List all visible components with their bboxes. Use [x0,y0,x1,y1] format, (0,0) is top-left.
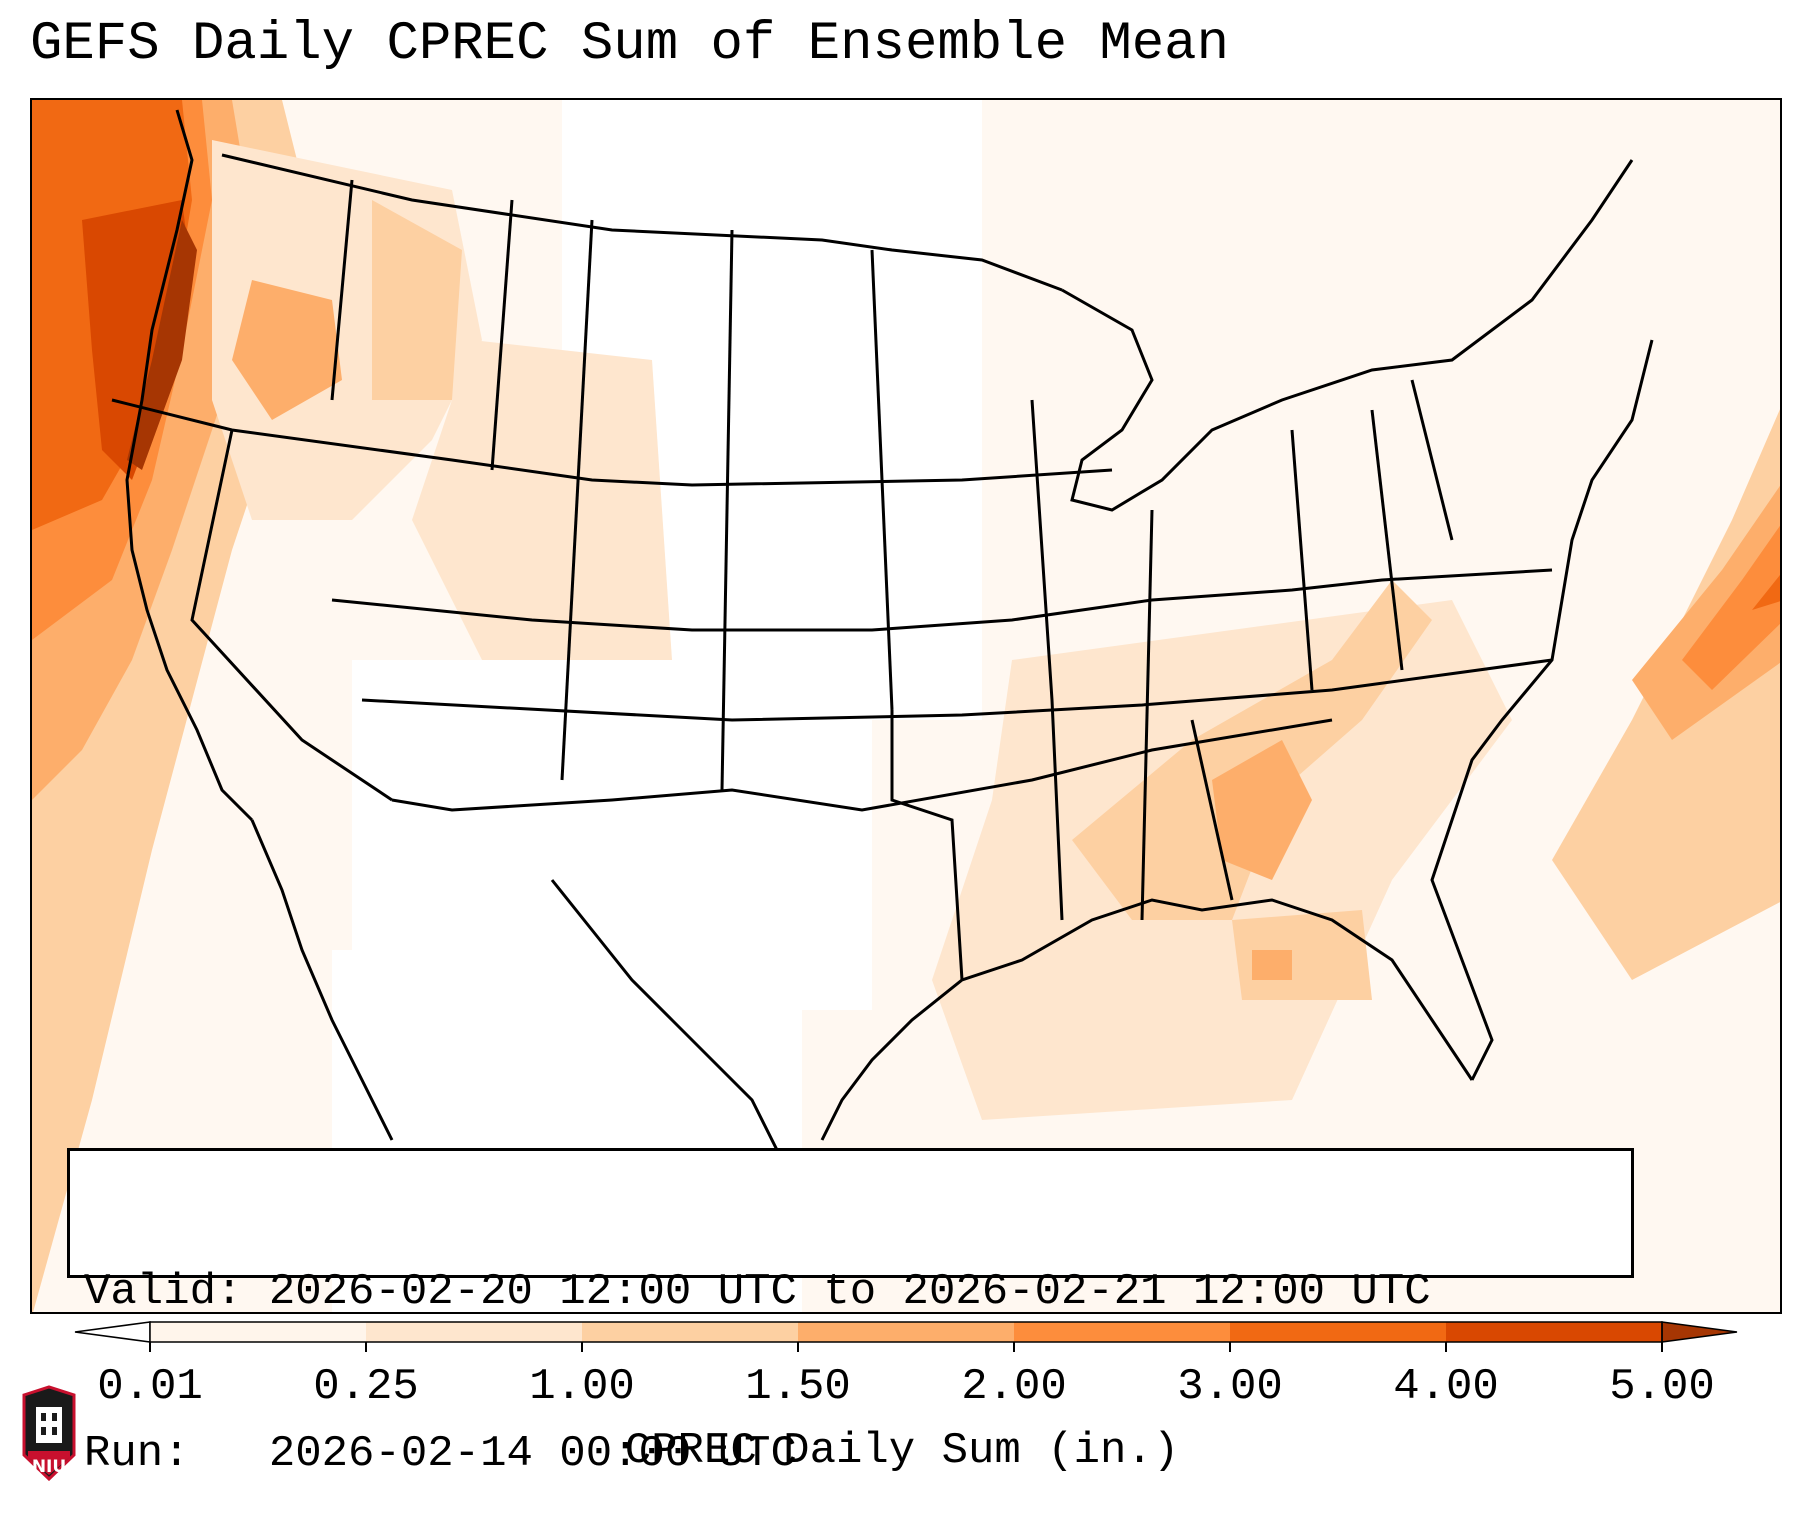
niu-logo-icon [22,1385,76,1482]
valid-value: 2026-02-20 12:00 UTC to 2026-02-21 12:00… [268,1267,1431,1317]
colorbar-tick-label: 1.50 [745,1362,851,1412]
niu-logo: NIU [20,1385,78,1482]
valid-label: Valid: [84,1267,243,1317]
precip-idaho [372,200,462,400]
precip-pacific-extreme [82,200,192,480]
run-row: Run: 2026-02-14 00:00 UTC [84,1427,1617,1481]
run-label: Run: [84,1429,190,1479]
state-line-9 [720,229,734,791]
precip-atlantic-heavy [1682,525,1780,690]
precip-southeast-medium [1072,580,1432,920]
precip-shading [32,100,1780,1312]
precip-atlantic-high [1632,485,1780,740]
map-canvas [32,100,1780,1312]
precip-gulf-spot [1252,950,1292,980]
state-line-10 [870,249,894,711]
map-title: GEFS Daily CPREC Sum of Ensemble Mean [30,14,1229,75]
east-coast [1430,339,1654,1081]
colorbar-tick-label: 1.00 [529,1362,635,1412]
baja-coast [250,819,394,1141]
precip-alabama-high [1212,740,1312,880]
colorbar-under-arrow [74,1321,151,1343]
colorbar-tick-label: 5.00 [1609,1362,1715,1412]
colorbar-segment-0 [150,1322,367,1342]
state-line-7 [490,199,514,471]
precip-rockies [412,340,672,660]
colorbar-segment-4 [1014,1322,1231,1342]
precip-atlantic-very-heavy [1752,575,1780,610]
colorbar-tick-label: 0.01 [97,1362,203,1412]
colorbar-tick-label: 4.00 [1393,1362,1499,1412]
state-line-2 [331,568,1553,632]
state-line-5 [190,429,393,802]
state-line-4 [391,718,1333,812]
state-line-16 [1410,379,1454,541]
west-coast [125,109,254,822]
gulf-coast-us [820,898,1474,1141]
colorbar-segment-3 [798,1322,1015,1342]
colorbar-segment-2 [582,1322,799,1342]
valid-row: Valid: 2026-02-20 12:00 UTC to 2026-02-2… [84,1265,1617,1319]
state-line-11 [1030,399,1064,921]
precipitation-map [30,98,1782,1314]
state-line-12 [1140,509,1154,921]
colorbar-segment-5 [1230,1322,1447,1342]
run-value: 2026-02-14 00:00 UTC [268,1429,797,1479]
colorbar-label: CPREC Daily Sum (in.) [624,1426,1180,1476]
colorbar-tick-label: 2.00 [961,1362,1067,1412]
colorbar-tick-label: 0.25 [313,1362,419,1412]
colorbar [74,1321,1738,1352]
boundaries [111,109,1654,1221]
state-line-6 [330,179,354,401]
niu-logo-text: NIU [31,1457,67,1477]
state-line-14 [1370,409,1404,671]
valid-run-info-box: Valid: 2026-02-20 12:00 UTC to 2026-02-2… [67,1148,1634,1479]
state-line-13 [1290,429,1314,691]
precip-oregon-spots [232,280,342,420]
colorbar-over-arrow [1661,1321,1738,1343]
colorbar-outline [149,1321,1663,1343]
colorbar-segment-6 [1446,1322,1663,1342]
canada-border [221,153,1063,292]
great-lakes [1061,159,1634,512]
state-line-8 [560,219,594,781]
colorbar-tick-label: 3.00 [1177,1362,1283,1412]
colorbar-segment-1 [366,1322,583,1342]
state-line-15 [1190,719,1234,901]
texas-border [890,710,964,981]
